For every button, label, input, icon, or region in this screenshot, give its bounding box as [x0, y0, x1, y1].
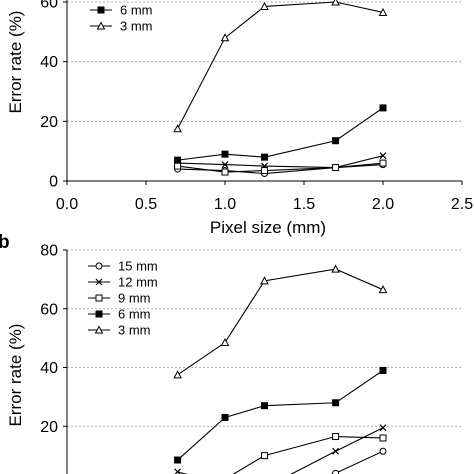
legend-entry: 3 mm [118, 323, 151, 338]
legend-marker-3-mm [96, 21, 106, 30]
y-tick-label: 40 [40, 54, 58, 71]
x-tick-label: 0.0 [56, 196, 78, 213]
data-point-9-mm [379, 159, 387, 167]
legend-entry: 12 mm [118, 275, 158, 290]
data-point-12-mm [221, 161, 229, 169]
legend-entry: 15 mm [118, 259, 158, 274]
data-point-3-mm [173, 124, 182, 133]
panel-a-y-tick-labels: 0 20 40 60 [40, 0, 58, 191]
x-tick-label: 0.5 [135, 196, 157, 213]
data-point-6-mm [261, 402, 268, 410]
legend-marker-6-mm [97, 6, 105, 14]
series-line-6-mm [177, 369, 384, 461]
data-point-3-mm [260, 1, 269, 10]
data-point-6-mm [221, 413, 229, 421]
data-point-12-mm [332, 447, 340, 455]
data-point-6-mm [379, 104, 387, 112]
data-point-12-mm [379, 424, 387, 432]
legend-entry: 6 mm [118, 307, 151, 322]
panel-a-x-axis-label: Pixel size (mm) [210, 218, 326, 237]
x-tick-label: 1.5 [293, 196, 315, 213]
y-tick-label: 60 [40, 301, 58, 318]
panel-b-y-axis-label: Error rate (%) [6, 324, 25, 427]
series-line-9-mm [232, 435, 384, 474]
legend-marker-9-mm [95, 294, 103, 302]
data-point-9-mm [379, 434, 387, 442]
panel-a-series [173, 0, 388, 178]
data-point-3-mm [220, 337, 230, 347]
data-point-6-mm [174, 156, 182, 164]
data-point-15-mm [379, 447, 387, 455]
data-point-3-mm [173, 370, 182, 379]
data-point-12-mm [379, 152, 387, 160]
data-point-6-mm [261, 153, 268, 161]
x-tick-label: 2.0 [372, 196, 394, 213]
panel-b-series [173, 264, 388, 474]
data-point-3-mm [331, 264, 340, 273]
legend-entry: 3 mm [120, 19, 153, 34]
series-line-15-mm [330, 450, 384, 474]
data-point-12-mm [174, 468, 182, 474]
panel-b-y-tick-labels: 20 40 60 80 [40, 243, 58, 436]
y-tick-label: 20 [40, 419, 58, 436]
y-tick-label: 0 [49, 174, 58, 191]
panel-a-legend: 6 mm3 mm [90, 3, 153, 34]
x-tick-label: 2.5 [451, 196, 473, 213]
series-line-6-mm [177, 107, 384, 161]
panel-b-axes [63, 249, 68, 474]
data-point-9-mm [332, 433, 340, 441]
series-line-3-mm [177, 268, 384, 376]
legend-marker-15-mm [95, 262, 103, 270]
series-line-12-mm [177, 427, 384, 474]
data-point-3-mm [331, 0, 340, 6]
y-tick-label: 20 [40, 114, 58, 131]
data-point-9-mm [261, 167, 268, 175]
legend-marker-3-mm [94, 325, 104, 334]
data-point-6-mm [379, 366, 387, 374]
panel-a-axes [63, 0, 463, 185]
data-point-3-mm [220, 33, 230, 42]
data-point-6-mm [174, 456, 182, 464]
panel-a-y-axis-label: Error rate (%) [6, 11, 25, 114]
legend-marker-6-mm [95, 310, 103, 318]
data-point-9-mm [332, 164, 340, 172]
data-point-6-mm [332, 137, 340, 145]
legend-entry: 6 mm [120, 3, 153, 18]
panel-a: 0 20 40 60 0.0 0.5 1.0 1.5 2.0 2.5 6 mm3 mm Erro… [6, 0, 473, 237]
x-tick-label: 1.0 [214, 196, 236, 213]
data-point-15-mm [332, 469, 340, 474]
data-point-6-mm [221, 150, 229, 158]
legend-entry: 9 mm [118, 291, 151, 306]
data-point-3-mm [378, 7, 388, 16]
y-tick-label: 60 [40, 0, 58, 12]
panel-b-gridlines [67, 249, 462, 427]
data-point-6-mm [332, 399, 340, 407]
data-point-3-mm [378, 285, 388, 294]
data-point-9-mm [261, 452, 268, 460]
y-tick-label: 40 [40, 360, 58, 377]
legend-marker-12-mm [95, 278, 103, 286]
data-point-9-mm [174, 162, 182, 170]
panel-a-x-tick-labels: 0.0 0.5 1.0 1.5 2.0 2.5 [56, 196, 473, 213]
data-point-3-mm [260, 276, 269, 285]
panel-b-label: b [0, 232, 10, 253]
y-tick-label: 80 [40, 243, 58, 260]
series-line-3-mm [177, 1, 384, 130]
data-point-9-mm [221, 168, 229, 176]
